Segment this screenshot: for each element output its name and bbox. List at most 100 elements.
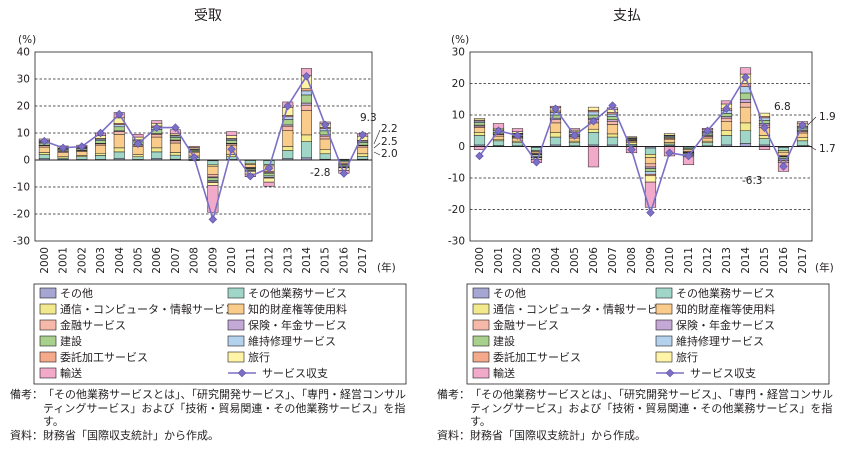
bar-segment (132, 154, 144, 158)
legend-swatch (39, 319, 57, 331)
legend-swatch (472, 351, 490, 363)
notes-left: 備考： 「その他業務サービスとは」、「研究開発サービス」、「専門・経営コンサルティ… (10, 388, 410, 442)
x-tick-label: 2017 (357, 247, 369, 274)
bar-segment (644, 157, 657, 165)
legend-swatch (655, 287, 673, 299)
bar-segment (300, 90, 312, 96)
x-tick-label: 2007 (607, 247, 619, 274)
x-tick-label: 2004 (550, 247, 562, 274)
bar-segment (777, 151, 790, 156)
bar-segment (113, 126, 125, 132)
balance-marker (320, 120, 330, 130)
x-tick-label: 2010 (664, 247, 676, 274)
balance-marker (589, 117, 598, 126)
balance-marker (722, 104, 731, 113)
legend-label: 建設 (493, 334, 515, 348)
x-tick-label: 2016 (778, 247, 790, 274)
bar-segment (357, 156, 369, 160)
source-label: 資料： (10, 428, 43, 442)
x-axis-unit: (年) (815, 261, 834, 274)
balance-marker (208, 215, 218, 224)
legend-swatch (39, 287, 57, 299)
bar-segment (113, 131, 125, 135)
bar-segment (319, 135, 331, 140)
bar-segment (606, 121, 619, 125)
balance-marker (358, 130, 367, 140)
x-tick-label: 2013 (282, 247, 294, 274)
legend-label: 旅行 (676, 350, 698, 364)
bar-segment (207, 182, 219, 186)
bar-segment (606, 124, 619, 135)
data-annotation: -6.3 (742, 175, 763, 187)
bar-segment (169, 142, 181, 153)
balance-marker (798, 120, 807, 130)
bar-segment (282, 130, 294, 147)
y-tick-label: -20 (13, 209, 30, 221)
x-tick-label: 2005 (132, 247, 144, 274)
legend-box (33, 283, 407, 385)
bar-segment (357, 146, 369, 155)
legend-label: その他 (60, 287, 93, 300)
bar-segment (113, 147, 125, 153)
bar-segment (113, 134, 125, 149)
balance-marker (283, 101, 292, 111)
bar-segment (739, 122, 752, 132)
legend-swatch (227, 303, 245, 315)
bar-segment (644, 154, 657, 158)
plot-frame (34, 51, 373, 242)
bar-segment (587, 106, 600, 111)
x-tick-label: 2014 (301, 247, 313, 274)
bar-segment (263, 181, 275, 187)
legend-label: 委託加工サービス (60, 350, 148, 364)
bar-segment (796, 140, 809, 146)
bar-segment (720, 117, 733, 122)
bar-segment (701, 142, 714, 147)
bar-segment (151, 136, 163, 149)
y-tick-label: 0 (458, 141, 465, 153)
legend-swatch (39, 303, 57, 315)
balance-marker (302, 72, 311, 81)
bar-segment (739, 102, 752, 108)
bar-segment (587, 132, 600, 146)
legend-label: サービス収支 (690, 367, 756, 380)
bar-segment (319, 153, 331, 160)
x-tick-label: 2007 (170, 247, 182, 274)
x-tick-label: 2011 (245, 247, 257, 274)
bar-segment (282, 150, 294, 159)
x-tick-label: 2006 (588, 247, 600, 274)
bar-segment (300, 102, 312, 106)
bar-segment (244, 164, 256, 168)
notes-right: 備考： 「その他業務サービスとは」、「研究開発サービス」、「専門・経営コンサルティ… (437, 388, 837, 442)
legend-swatch (39, 367, 57, 379)
bar-segment (587, 146, 600, 168)
chart-title: 支払 (613, 8, 641, 24)
bar-segment (169, 154, 181, 160)
bar-segment (263, 172, 275, 177)
y-tick-label: 0 (23, 155, 30, 167)
legend-swatch (655, 303, 673, 315)
bar-segment (473, 122, 486, 126)
bar-segment (720, 100, 733, 105)
legend-swatch (227, 351, 245, 363)
remarks-text: 「その他業務サービスとは」、「研究開発サービス」、「専門・経営コンサルティングサ… (470, 388, 833, 428)
legend-label: 保険・年金サービス (676, 318, 775, 332)
balance-marker (152, 123, 161, 132)
legend-label: 輸送 (60, 366, 82, 380)
x-tick-label: 2000 (39, 247, 51, 274)
legend-label: 建設 (60, 334, 82, 348)
legend-swatch (655, 335, 673, 347)
bar-segment (282, 146, 294, 151)
bar-segment (300, 104, 312, 111)
bar-segment (606, 116, 619, 120)
legend-label: その他業務サービス (248, 286, 347, 300)
bar-segment (151, 120, 163, 124)
y-tick-label: 20 (17, 101, 30, 113)
bar-segment (95, 144, 107, 154)
bar-segment (606, 136, 619, 146)
bar-segment (606, 109, 619, 113)
bar-segment (739, 99, 752, 103)
x-tick-label: 2015 (320, 247, 332, 274)
balance-marker (665, 148, 674, 158)
y-tick-label: 30 (452, 47, 465, 59)
